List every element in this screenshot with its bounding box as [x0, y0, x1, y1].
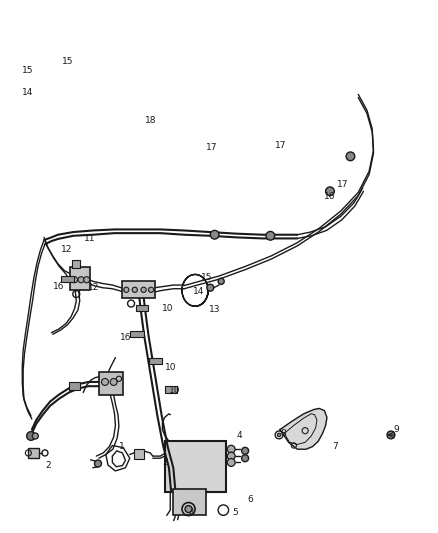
Text: 15: 15	[22, 66, 34, 75]
Bar	[149, 358, 162, 364]
Circle shape	[242, 455, 249, 462]
Text: 11: 11	[84, 235, 95, 244]
Text: 15: 15	[201, 272, 212, 281]
Text: 7: 7	[332, 442, 338, 451]
Circle shape	[242, 447, 249, 454]
Bar	[173, 489, 206, 515]
Text: 16: 16	[323, 192, 335, 201]
Bar	[72, 260, 80, 268]
Text: 14: 14	[22, 88, 34, 98]
Circle shape	[84, 277, 90, 283]
Text: 17: 17	[206, 143, 217, 152]
FancyBboxPatch shape	[165, 441, 226, 491]
Text: 15: 15	[62, 56, 74, 66]
Text: 5: 5	[232, 508, 238, 517]
Text: 18: 18	[145, 116, 156, 125]
Bar	[165, 386, 177, 392]
Circle shape	[346, 152, 355, 160]
Circle shape	[71, 277, 78, 283]
Bar	[69, 382, 80, 390]
Text: 16: 16	[120, 334, 131, 343]
Bar	[134, 449, 144, 459]
Text: 13: 13	[209, 305, 221, 314]
Text: 10: 10	[162, 304, 174, 313]
Circle shape	[227, 452, 235, 460]
Circle shape	[210, 230, 219, 239]
Bar	[61, 276, 74, 282]
Circle shape	[132, 287, 138, 293]
Circle shape	[27, 432, 35, 440]
Circle shape	[387, 431, 395, 439]
Text: 12: 12	[88, 283, 100, 292]
Circle shape	[95, 460, 102, 467]
Text: 9: 9	[393, 425, 399, 434]
Bar	[70, 266, 90, 290]
Circle shape	[185, 506, 192, 513]
Circle shape	[218, 278, 224, 285]
Circle shape	[325, 187, 334, 196]
Circle shape	[110, 378, 117, 385]
Circle shape	[124, 287, 129, 293]
Circle shape	[32, 433, 39, 439]
Circle shape	[148, 287, 154, 293]
Bar	[136, 305, 148, 311]
Circle shape	[207, 284, 214, 291]
Text: 10: 10	[165, 362, 176, 372]
Bar	[28, 448, 39, 458]
Bar	[99, 373, 123, 394]
Text: 2: 2	[45, 461, 50, 470]
Text: 17: 17	[337, 180, 349, 189]
Text: 3: 3	[162, 458, 168, 467]
Text: 17: 17	[275, 141, 286, 150]
Circle shape	[277, 433, 281, 437]
Polygon shape	[280, 408, 327, 449]
Circle shape	[227, 458, 235, 466]
Text: 4: 4	[237, 432, 242, 440]
Circle shape	[141, 287, 146, 293]
Bar	[122, 281, 155, 298]
Text: 14: 14	[193, 287, 204, 296]
Text: 6: 6	[247, 495, 253, 504]
Circle shape	[78, 277, 84, 283]
Text: 1: 1	[119, 442, 125, 451]
Circle shape	[227, 445, 235, 453]
Text: 12: 12	[61, 245, 73, 254]
Circle shape	[102, 378, 109, 385]
Bar	[130, 331, 144, 337]
Text: 8: 8	[280, 429, 286, 438]
Text: 16: 16	[53, 282, 64, 291]
Text: 10: 10	[169, 386, 180, 395]
Text: 4: 4	[188, 508, 194, 517]
Circle shape	[266, 231, 275, 240]
